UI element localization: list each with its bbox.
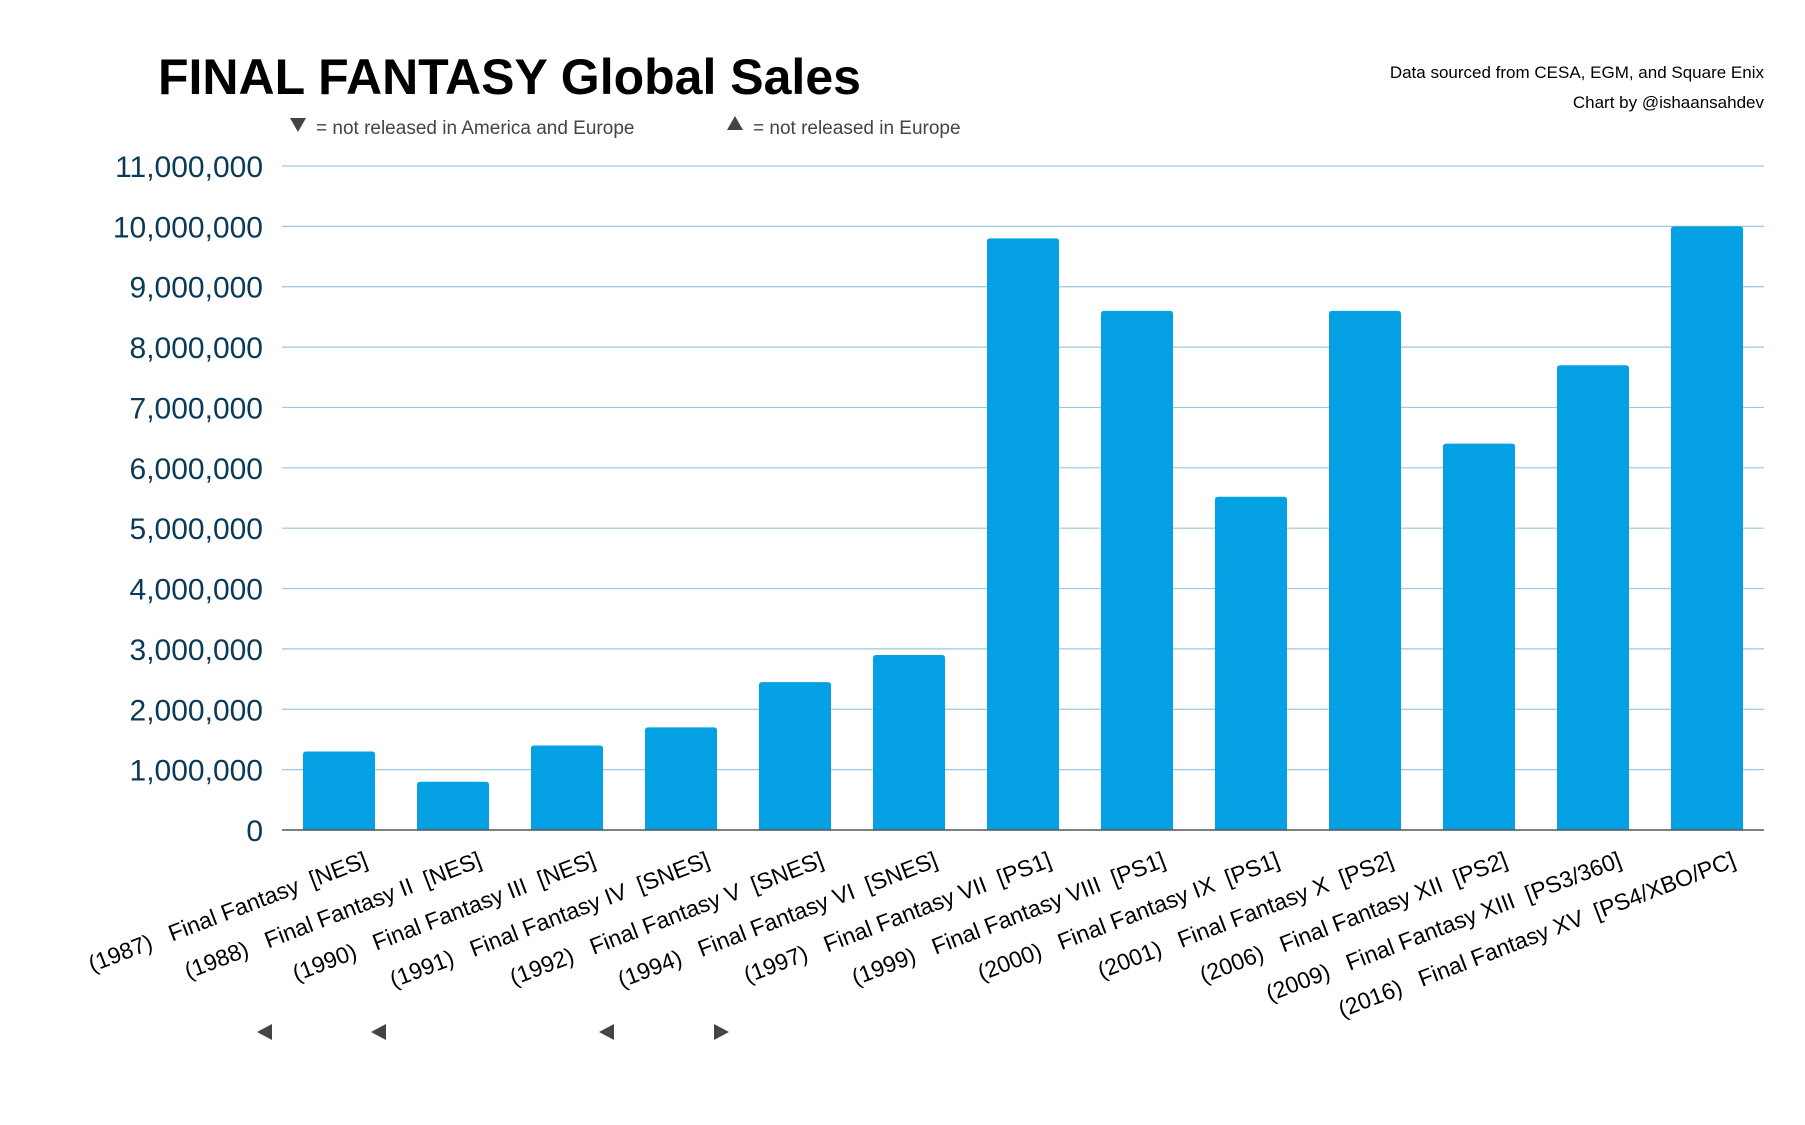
down-triangle-icon xyxy=(371,1024,386,1040)
bar xyxy=(759,682,831,830)
bar xyxy=(417,781,489,830)
up-triangle-icon xyxy=(714,1024,729,1040)
legend-up-triangle-text: = not released in Europe xyxy=(753,118,961,139)
y-tick-label: 0 xyxy=(246,815,263,848)
bar xyxy=(1101,310,1173,830)
x-axis-markers xyxy=(257,1024,729,1040)
y-tick-label: 8,000,000 xyxy=(130,332,263,365)
y-axis-ticks: 0 1,000,000 2,000,000 3,000,000 4,000,000 5,0… xyxy=(113,151,263,848)
chart-title: FINAL FANTASY Global Sales xyxy=(158,49,861,105)
y-tick-label: 10,000,000 xyxy=(113,211,263,244)
y-tick-label: 11,000,000 xyxy=(115,151,263,184)
down-triangle-icon xyxy=(599,1024,614,1040)
bars xyxy=(303,226,1743,830)
bar xyxy=(1671,226,1743,830)
y-tick-label: 7,000,000 xyxy=(130,392,263,425)
x-axis-ticks: (1987) Final Fantasy [NES](1988) Final F… xyxy=(85,846,1739,1022)
bar xyxy=(303,751,375,830)
bar xyxy=(531,745,603,830)
y-tick-label: 5,000,000 xyxy=(130,513,263,546)
bar xyxy=(1329,310,1401,830)
bar xyxy=(1557,365,1629,830)
source-line-1: Data sourced from CESA, EGM, and Square … xyxy=(1390,63,1765,82)
bar xyxy=(1215,496,1287,830)
legend: = not released in America and Europe = n… xyxy=(290,116,961,139)
y-tick-label: 9,000,000 xyxy=(130,272,263,305)
y-tick-label: 2,000,000 xyxy=(130,694,263,727)
legend-down-triangle-icon xyxy=(290,118,306,132)
y-tick-label: 3,000,000 xyxy=(130,634,263,667)
bar xyxy=(873,654,945,830)
bar xyxy=(645,727,717,830)
legend-up-triangle-icon xyxy=(727,116,743,130)
bar xyxy=(1443,443,1515,830)
y-tick-label: 6,000,000 xyxy=(130,453,263,486)
y-tick-label: 4,000,000 xyxy=(130,574,263,607)
legend-down-triangle-text: = not released in America and Europe xyxy=(316,118,634,139)
bar xyxy=(987,238,1059,830)
y-tick-label: 1,000,000 xyxy=(130,755,263,788)
source-line-2: Chart by @ishaansahdev xyxy=(1573,93,1765,112)
down-triangle-icon xyxy=(257,1024,272,1040)
